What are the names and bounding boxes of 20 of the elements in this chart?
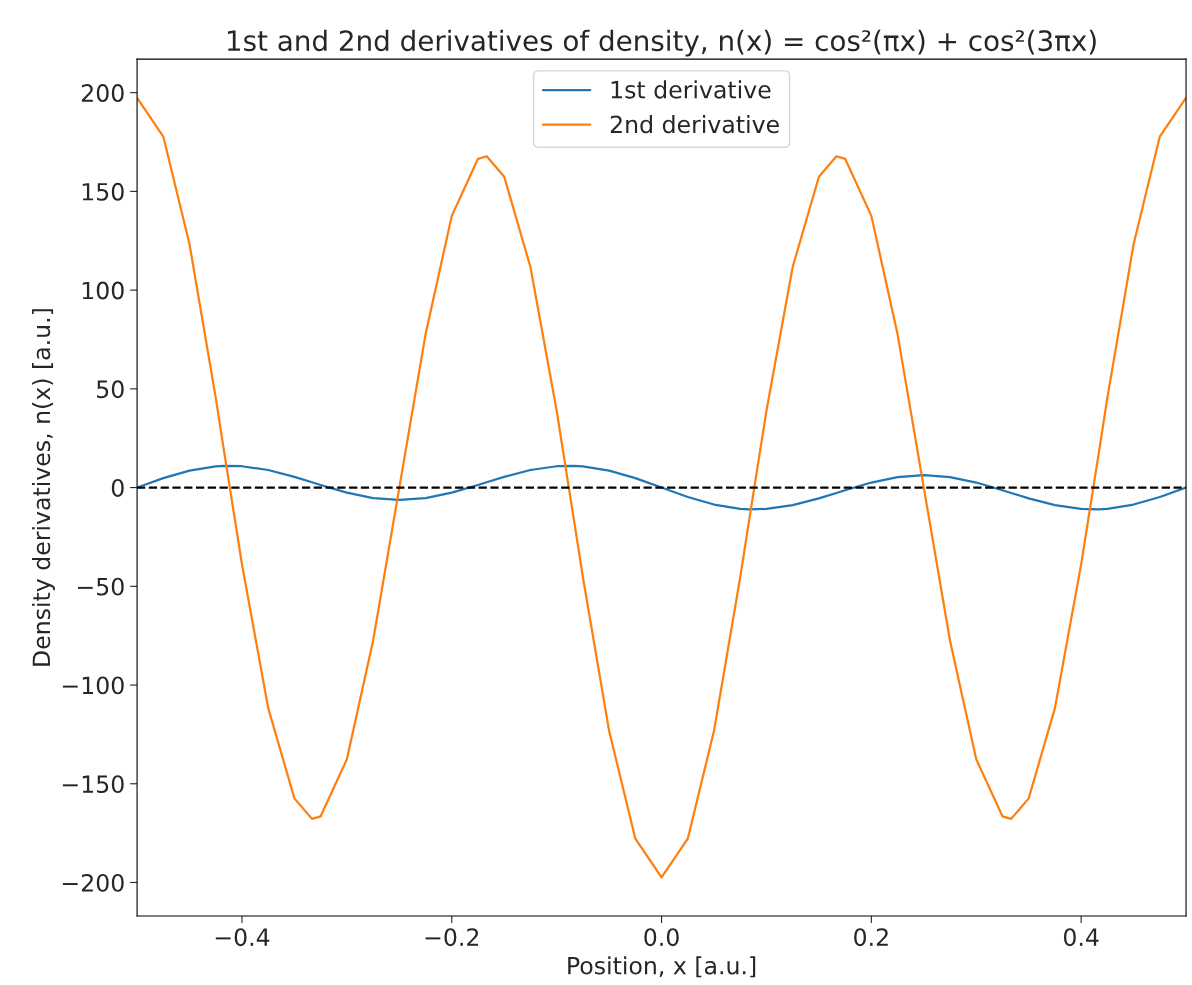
x-tick-label: −0.4 [215, 928, 270, 947]
x-tick-label: 0.0 [644, 928, 679, 947]
y-tick-label: 50 [97, 380, 124, 399]
x-tick-label: −0.2 [425, 928, 479, 947]
chart-title: 1st and 2nd derivatives of density, n(x) = cos²(πx) + cos²(3πx) [227, 29, 1096, 57]
legend-label: 1st derivative [611, 80, 771, 99]
y-tick-label: 0 [111, 479, 124, 497]
y-tick-label: −150 [62, 775, 124, 794]
x-axis-title: Position, x [a.u.] [568, 956, 756, 978]
y-axis-title: Density derivatives, n(x) [a.u.] [32, 309, 55, 666]
y-tick-label: −50 [77, 577, 124, 596]
line-series [137, 464, 1187, 511]
y-tick-label: 150 [82, 182, 124, 201]
y-tick-label: −100 [62, 676, 124, 695]
y-tick-label: 100 [82, 281, 124, 300]
y-tick-label: −200 [62, 873, 124, 892]
legend-label: 2nd derivative [610, 115, 779, 134]
x-tick-label: 0.2 [854, 928, 888, 947]
x-tick-label: 0.4 [1063, 928, 1099, 947]
y-tick-label: 200 [81, 84, 124, 102]
